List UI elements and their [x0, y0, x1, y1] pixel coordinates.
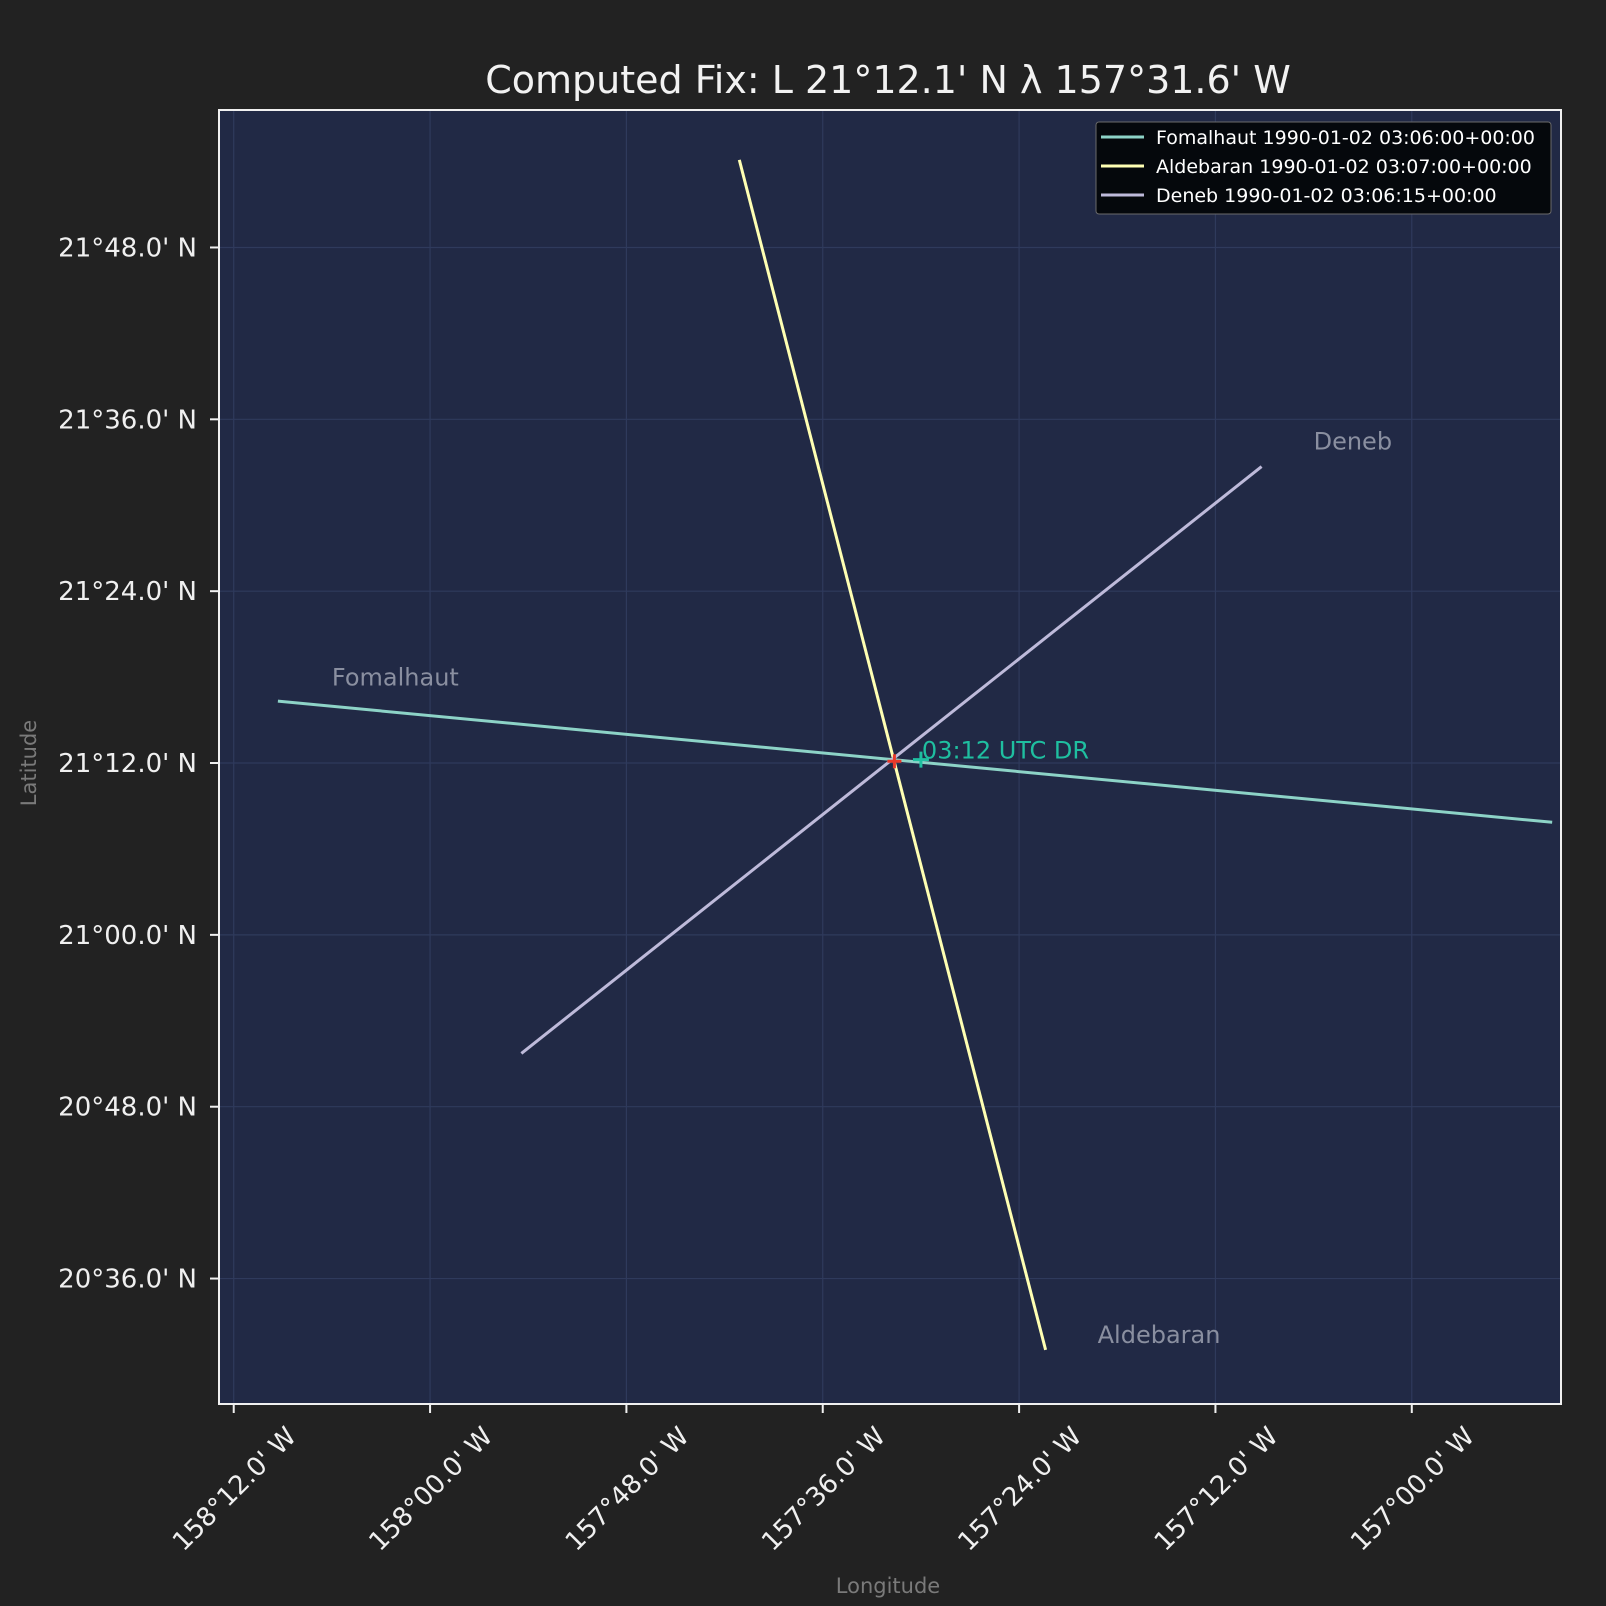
fix-markers: 03:12 UTC DR: [887, 737, 1089, 769]
legend-entry: Fomalhaut 1990-01-02 03:06:00+00:00: [1156, 127, 1535, 149]
legend: Fomalhaut 1990-01-02 03:06:00+00:00 Aldeb…: [1095, 121, 1552, 215]
chart-title: Computed Fix: L 21°12.1' N λ 157°31.6' W: [485, 58, 1291, 102]
lop-line-fomalhaut: [277, 699, 1553, 824]
lop-label-fomalhaut: Fomalhaut: [332, 664, 459, 692]
y-tick-label: 21°12.0' N: [58, 749, 197, 779]
y-axis-title: Latitude: [17, 720, 41, 806]
y-tick-label: 20°36.0' N: [58, 1265, 197, 1295]
y-tick-label: 20°48.0' N: [58, 1093, 197, 1123]
y-tick-label: 21°36.0' N: [58, 405, 197, 435]
lop-label-aldebaran: Aldebaran: [1098, 1321, 1221, 1349]
x-axis-title: Longitude: [836, 1574, 940, 1598]
plot-frame: [218, 109, 1562, 1405]
y-tick-label: 21°00.0' N: [58, 921, 197, 951]
computed-fix-marker: [887, 754, 902, 769]
plot-area: [219, 110, 1561, 1404]
dr-position-label: 03:12 UTC DR: [922, 737, 1089, 765]
y-tick-label: 21°24.0' N: [58, 577, 197, 607]
lines-of-position: Fomalhaut Aldebaran Deneb: [277, 159, 1553, 1351]
legend-box: [1095, 121, 1552, 215]
legend-entry: Deneb 1990-01-02 03:06:15+00:00: [1156, 185, 1497, 207]
y-tick-label: 21°48.0' N: [58, 233, 197, 263]
dr-position-marker: [912, 751, 929, 768]
lop-label-deneb: Deneb: [1314, 427, 1392, 455]
lop-line-aldebaran: [737, 159, 1048, 1351]
legend-entry: Aldebaran 1990-01-02 03:07:00+00:00: [1156, 156, 1532, 178]
